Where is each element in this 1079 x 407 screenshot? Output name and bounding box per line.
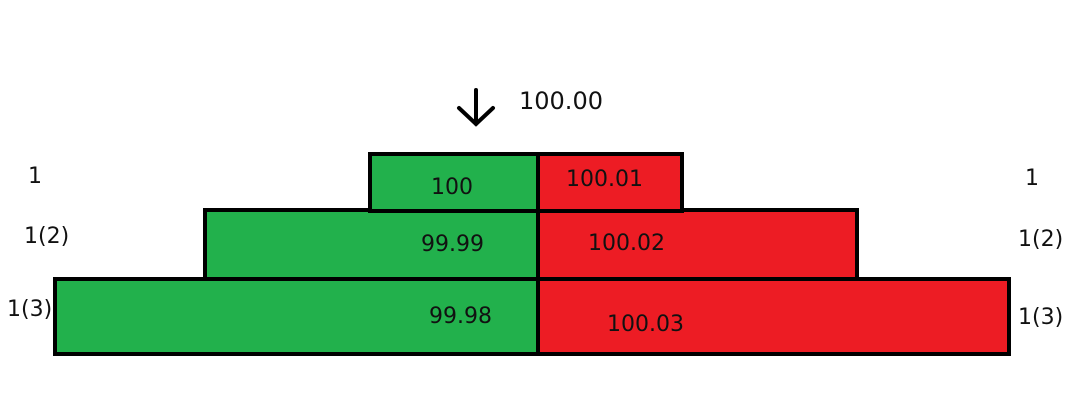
- ask-price-3: 100.03: [607, 312, 684, 337]
- right-label-3: 1(3): [1018, 305, 1064, 330]
- bid-level-1: [368, 152, 542, 213]
- ask-price-2: 100.02: [588, 231, 665, 256]
- bid-price-2: 99.99: [421, 232, 484, 257]
- right-label-2: 1(2): [1018, 227, 1064, 252]
- bid-price-1: 100: [431, 175, 473, 200]
- bid-price-3: 99.98: [429, 304, 492, 329]
- left-label-3: 1(3): [7, 297, 53, 322]
- current-price: 100.00: [519, 87, 603, 115]
- bid-level-2: [203, 208, 542, 281]
- left-label-2: 1(2): [24, 224, 70, 249]
- ask-level-3: [536, 277, 1011, 356]
- right-label-1: 1: [1025, 166, 1039, 191]
- ask-level-1: [536, 152, 684, 213]
- ask-price-1: 100.01: [566, 167, 643, 192]
- left-label-1: 1: [28, 164, 42, 189]
- arrow-down-icon: [457, 88, 495, 127]
- ask-level-2: [536, 208, 859, 281]
